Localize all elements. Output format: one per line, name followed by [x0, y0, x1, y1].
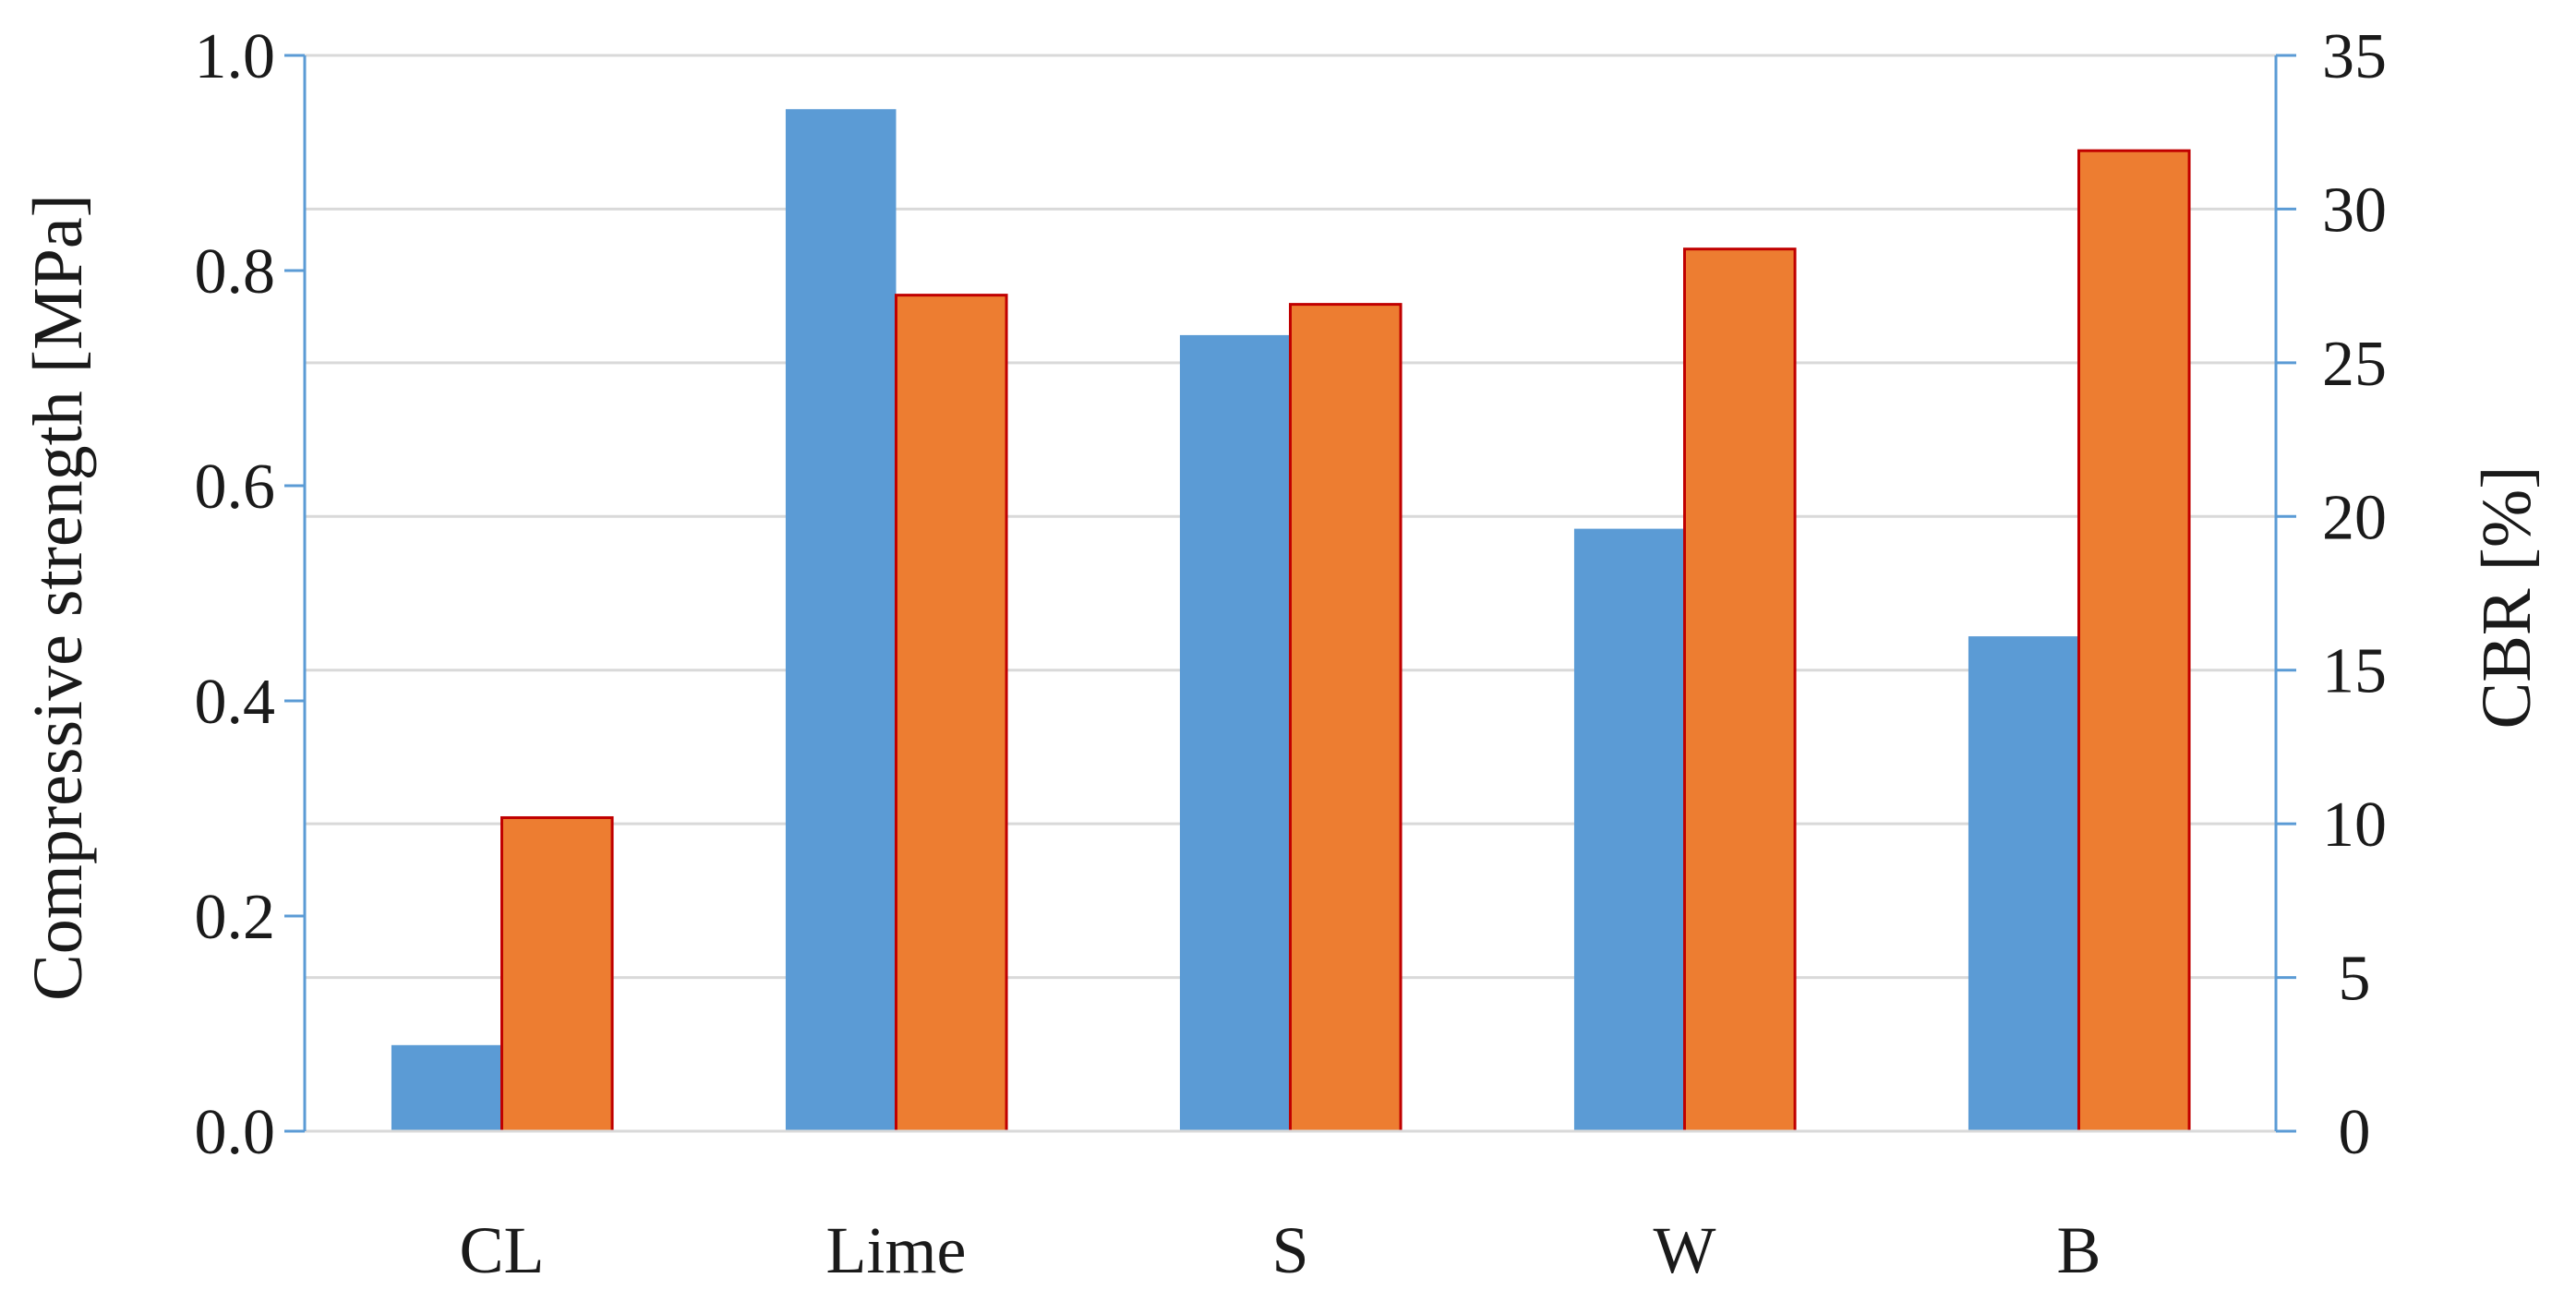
left-tick-label: 0.0: [195, 1097, 276, 1168]
bars: [391, 109, 2191, 1133]
category-label-b: B: [2056, 1213, 2101, 1287]
right-axis-ticks: 0 5 10 15 20 25 30 35: [2276, 21, 2387, 1168]
left-tick-label: 0.4: [195, 667, 276, 738]
right-tick-label: 20: [2322, 482, 2387, 553]
bar-strength-cl: [391, 1044, 502, 1131]
bar-cbr-s: [1289, 303, 1402, 1133]
right-tick-label: 25: [2322, 329, 2387, 400]
right-tick-label: 15: [2322, 636, 2387, 707]
right-tick-label: 5: [2339, 944, 2371, 1015]
axes: [303, 55, 2278, 1133]
category-label-s: S: [1271, 1213, 1308, 1287]
category-labels: CL Lime S W B: [459, 1213, 2101, 1287]
category-label-cl: CL: [459, 1213, 544, 1287]
left-tick-label: 0.2: [195, 882, 276, 953]
bar-strength-s: [1179, 334, 1291, 1131]
right-axis-title: CBR [%]: [2468, 466, 2546, 729]
left-tick-label: 0.8: [195, 236, 276, 307]
bar-cbr-b: [2077, 149, 2191, 1133]
left-tick-label: 0.6: [195, 452, 276, 523]
bar-cbr-w: [1683, 247, 1797, 1133]
category-label-w: W: [1654, 1213, 1716, 1287]
left-axis-title: Compressive strength [MPa]: [19, 194, 97, 1001]
right-tick-label: 35: [2322, 21, 2387, 92]
left-tick-label: 1.0: [195, 21, 276, 92]
right-tick-label: 0: [2339, 1097, 2371, 1168]
right-tick-label: 30: [2322, 175, 2387, 246]
left-axis-ticks: 0.0 0.2 0.4 0.6 0.8 1.0: [195, 21, 305, 1168]
bar-strength-lime: [785, 109, 897, 1131]
bar-cbr-cl: [500, 815, 614, 1133]
right-tick-label: 10: [2322, 790, 2387, 861]
bar-strength-w: [1573, 528, 1685, 1131]
bar-cbr-lime: [895, 294, 1008, 1133]
bar-strength-b: [1968, 636, 2079, 1131]
category-label-lime: Lime: [826, 1213, 967, 1287]
